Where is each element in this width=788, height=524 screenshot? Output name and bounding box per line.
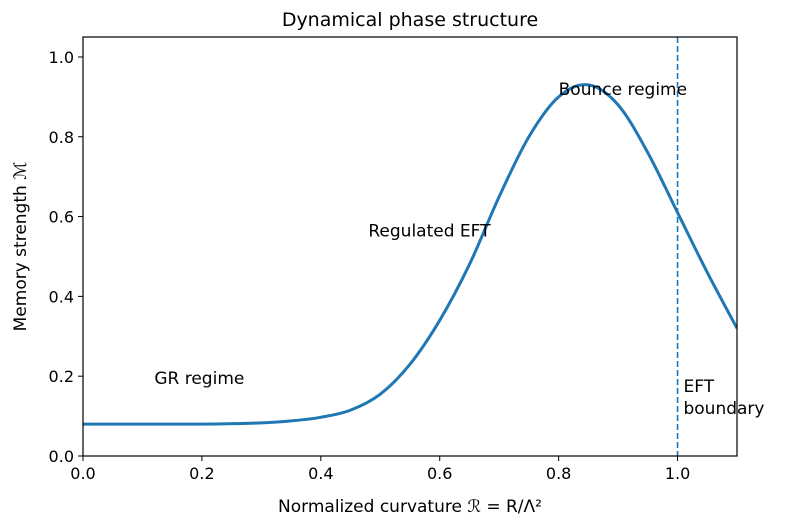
x-tick-label: 0.6: [427, 464, 452, 483]
ticks-layer: 0.0 0.2 0.4 0.6 0.8 1.0 0.0 0.2 0.4 0.6 0.8 1.0: [49, 48, 691, 483]
annotations-layer: GR regime Regulated EFT Bounce regime EFTbo…: [154, 80, 764, 419]
plot-frame: [82, 36, 738, 457]
y-tick-label: 0.0: [49, 447, 74, 466]
y-tick-label: 1.0: [49, 48, 74, 67]
annotation-label: Regulated EFT: [368, 222, 491, 242]
annotation-label: Bounce regime: [559, 80, 687, 100]
annotation-label: GR regime: [154, 369, 244, 389]
y-tick-label: 0.8: [49, 128, 74, 147]
series-line: [83, 83, 737, 426]
y-tick-label: 0.2: [49, 367, 74, 386]
y-tick-label: 0.4: [49, 287, 74, 306]
annotation-label: EFT: [683, 377, 714, 397]
x-tick-label: 0.4: [308, 464, 333, 483]
x-axis-label: Normalized curvature ℛ = R/Λ²: [278, 497, 542, 517]
x-tick-label: 0.2: [189, 464, 214, 483]
x-tick-label: 1.0: [665, 464, 690, 483]
x-tick-label: 0.8: [546, 464, 571, 483]
y-axis-label: Memory strength ℳ: [11, 162, 31, 332]
x-tick-label: 0.0: [70, 464, 95, 483]
chart-title: Dynamical phase structure: [282, 9, 538, 31]
y-tick-label: 0.6: [49, 208, 74, 227]
annotation-label: boundary: [683, 399, 764, 419]
series-layer: [83, 37, 737, 456]
